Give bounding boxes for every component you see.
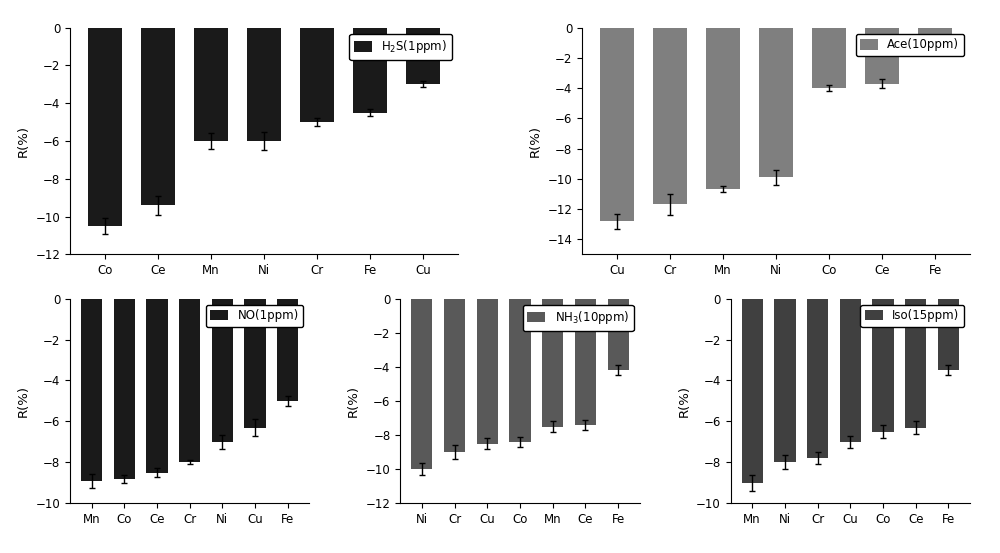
Bar [840,299,861,442]
Legend: Ace(10ppm): Ace(10ppm) [856,34,964,56]
Bar [477,299,498,444]
Bar [812,28,846,88]
Bar [353,28,387,113]
Legend: H$_2$S(1ppm): H$_2$S(1ppm) [349,34,452,60]
Y-axis label: R(%): R(%) [347,385,360,417]
Bar [114,299,135,479]
Bar [277,299,298,401]
Bar [608,299,629,371]
Bar [872,299,894,431]
Bar [88,28,122,226]
Bar [509,299,531,442]
Legend: Iso(15ppm): Iso(15ppm) [860,305,964,327]
Bar [759,28,793,178]
Bar [653,28,687,205]
Bar [938,299,959,371]
Bar [81,299,102,481]
Bar [406,28,440,84]
Y-axis label: R(%): R(%) [17,385,30,417]
Bar [774,299,796,462]
Bar [575,299,596,425]
Bar [865,28,899,84]
Bar [411,299,432,469]
Bar [179,299,200,462]
Bar [194,28,228,141]
Bar [244,299,266,427]
Y-axis label: R(%): R(%) [17,125,30,157]
Bar [600,28,634,221]
Bar [918,28,952,46]
Bar [905,299,926,427]
Bar [141,28,175,205]
Y-axis label: R(%): R(%) [678,385,691,417]
Bar [542,299,563,426]
Bar [247,28,281,141]
Bar [146,299,168,472]
Legend: NH$_3$(10ppm): NH$_3$(10ppm) [523,305,634,331]
Bar [742,299,763,483]
Bar [300,28,334,122]
Bar [706,28,740,189]
Bar [212,299,233,442]
Bar [807,299,828,458]
Y-axis label: R(%): R(%) [529,125,542,157]
Legend: NO(1ppm): NO(1ppm) [206,305,303,327]
Bar [444,299,465,452]
